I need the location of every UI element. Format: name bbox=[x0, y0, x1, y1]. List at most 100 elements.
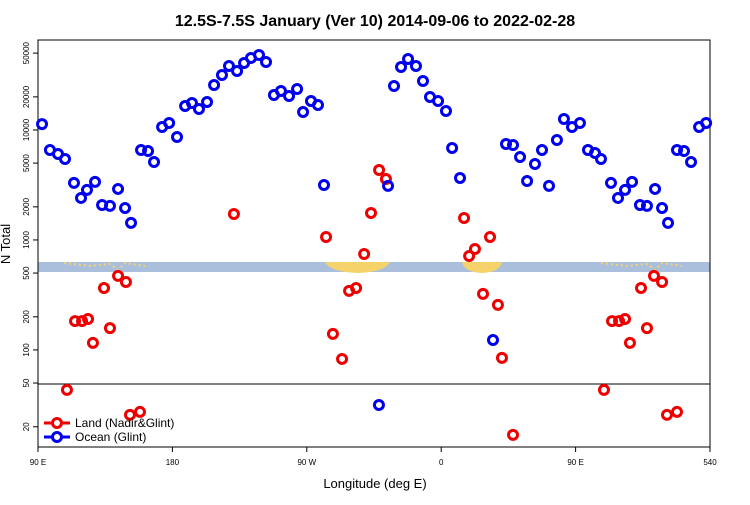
data-point bbox=[133, 405, 146, 418]
x-tick-label: 0 bbox=[439, 458, 444, 467]
data-point bbox=[477, 287, 490, 300]
legend-marker bbox=[51, 431, 63, 443]
data-point bbox=[297, 106, 310, 119]
x-axis-label: Longitude (deg E) bbox=[323, 476, 426, 491]
data-point bbox=[613, 315, 626, 328]
data-point bbox=[395, 60, 408, 73]
y-tick-label: 2000 bbox=[22, 197, 31, 215]
data-point bbox=[685, 155, 698, 168]
data-point bbox=[171, 130, 184, 143]
y-tick-label: 20 bbox=[22, 422, 31, 431]
data-point bbox=[231, 64, 244, 77]
data-point bbox=[619, 183, 632, 196]
data-point bbox=[326, 327, 339, 340]
data-point bbox=[416, 75, 429, 88]
data-point bbox=[350, 281, 363, 294]
data-point bbox=[633, 198, 646, 211]
data-point bbox=[619, 313, 632, 326]
data-point bbox=[594, 152, 607, 165]
data-point bbox=[500, 137, 513, 150]
y-tick-label: 50 bbox=[22, 378, 31, 387]
data-point bbox=[388, 79, 401, 92]
data-point bbox=[222, 59, 235, 72]
y-tick-label: 200 bbox=[22, 310, 31, 324]
data-point bbox=[660, 408, 673, 421]
data-point bbox=[626, 175, 639, 188]
data-point bbox=[640, 199, 653, 212]
data-point bbox=[215, 69, 228, 82]
data-point bbox=[623, 336, 636, 349]
data-point bbox=[103, 199, 116, 212]
data-point bbox=[507, 138, 520, 151]
x-tick-label: 180 bbox=[166, 458, 180, 467]
legend-label: Land (Nadir&Glint) bbox=[75, 416, 174, 430]
plot-frame bbox=[37, 39, 711, 448]
data-point bbox=[528, 157, 541, 170]
data-point bbox=[507, 428, 520, 441]
data-point bbox=[148, 155, 161, 168]
data-point bbox=[648, 269, 660, 282]
data-point bbox=[635, 281, 648, 294]
data-point bbox=[536, 143, 548, 156]
data-point bbox=[649, 182, 662, 195]
data-point bbox=[119, 275, 132, 288]
data-point bbox=[495, 351, 508, 364]
data-point bbox=[320, 230, 333, 243]
data-point bbox=[69, 315, 82, 328]
data-point bbox=[76, 315, 89, 328]
data-point bbox=[678, 144, 691, 157]
data-point bbox=[291, 82, 304, 95]
data-point bbox=[458, 211, 471, 224]
data-point bbox=[606, 315, 619, 328]
legend-label: Ocean (Glint) bbox=[75, 430, 146, 444]
data-point bbox=[60, 383, 73, 396]
data-point bbox=[208, 78, 221, 91]
data-point bbox=[573, 117, 586, 130]
land-shape bbox=[325, 262, 390, 273]
data-point bbox=[365, 206, 378, 219]
data-point bbox=[372, 398, 385, 411]
data-point bbox=[125, 216, 138, 229]
land-shape bbox=[462, 262, 502, 273]
data-point bbox=[112, 182, 125, 195]
data-point bbox=[656, 202, 669, 215]
data-point bbox=[382, 179, 395, 192]
data-point bbox=[662, 216, 675, 229]
data-point bbox=[604, 176, 617, 189]
data-point bbox=[670, 143, 683, 156]
data-point bbox=[163, 117, 176, 130]
data-point bbox=[112, 269, 125, 282]
data-point bbox=[358, 247, 371, 260]
land-shape bbox=[600, 261, 683, 272]
x-tick-label: 540 bbox=[703, 458, 717, 467]
data-point bbox=[36, 118, 49, 131]
chart-title: 12.5S-7.5S January (Ver 10) 2014-09-06 t… bbox=[175, 13, 575, 30]
data-point bbox=[119, 202, 132, 215]
data-point bbox=[439, 105, 452, 118]
data-point bbox=[670, 405, 683, 418]
data-point bbox=[612, 191, 625, 204]
data-point bbox=[67, 176, 80, 189]
data-point bbox=[656, 275, 669, 288]
x-tick-label: 90 E bbox=[567, 458, 583, 467]
data-point bbox=[409, 59, 422, 72]
data-point bbox=[640, 322, 653, 335]
data-point bbox=[402, 53, 415, 66]
map-strip bbox=[38, 261, 710, 273]
data-point bbox=[550, 133, 563, 146]
data-point bbox=[274, 84, 287, 97]
y-tick-label: 10000 bbox=[22, 118, 31, 141]
data-point bbox=[317, 179, 330, 192]
data-point bbox=[487, 334, 500, 347]
data-point bbox=[521, 174, 534, 187]
data-point bbox=[103, 322, 116, 335]
data-point bbox=[283, 89, 296, 102]
data-point bbox=[589, 146, 602, 159]
data-point bbox=[98, 281, 111, 294]
y-tick-label: 500 bbox=[22, 266, 31, 280]
data-point bbox=[135, 143, 148, 156]
data-point bbox=[86, 336, 99, 349]
data-point bbox=[82, 313, 95, 326]
data-point bbox=[312, 98, 324, 111]
